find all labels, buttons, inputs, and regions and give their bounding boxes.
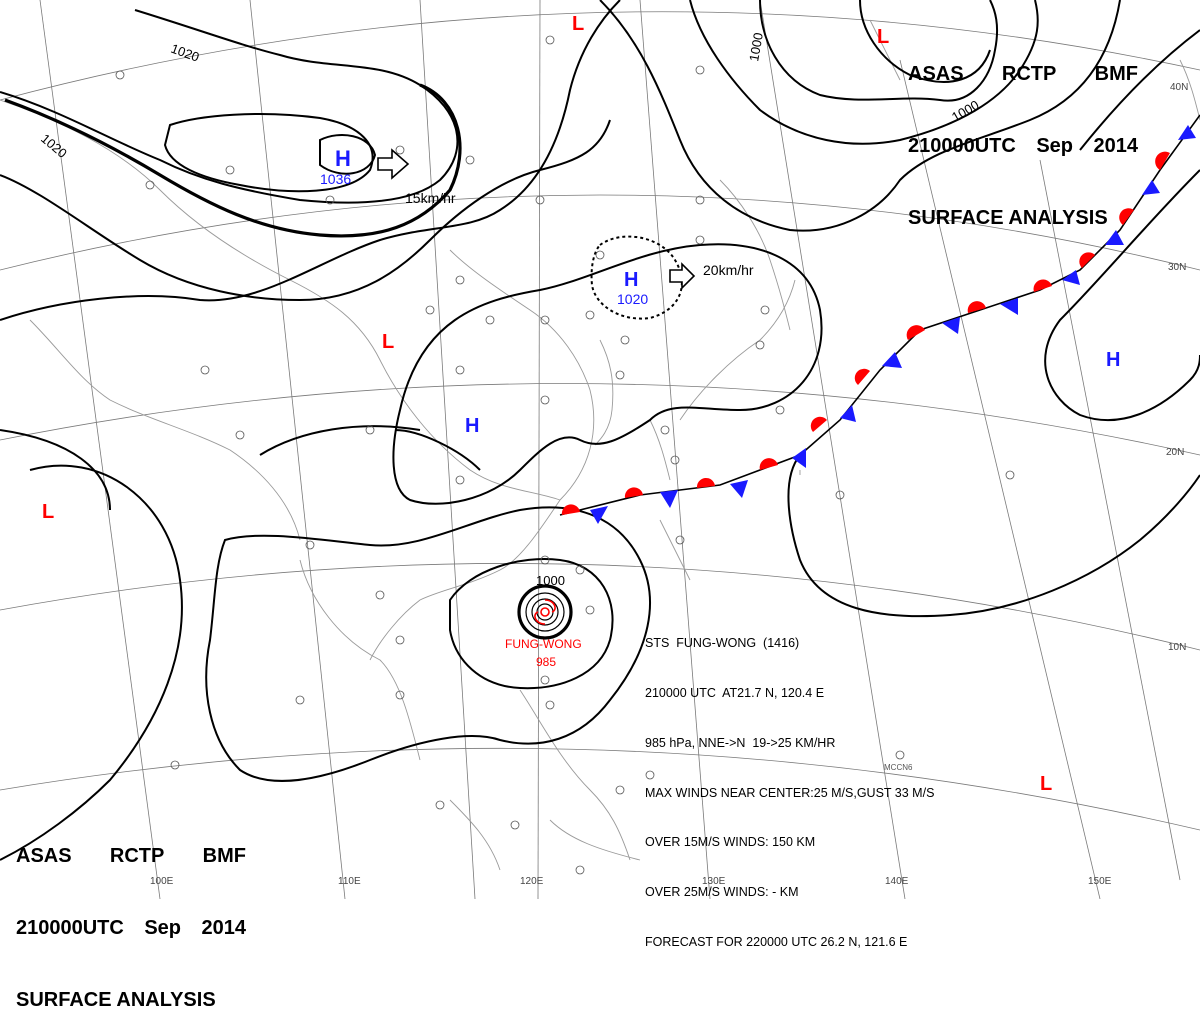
lon-label-150e: 150E (1088, 876, 1112, 887)
lon-label-140e: 140E (885, 876, 909, 887)
header-time-line: 210000UTC Sep 2014 (908, 134, 1138, 158)
typhoon-symbol (534, 599, 556, 625)
high-motion-1036: 15km/hr (405, 190, 456, 206)
cold-front-segments (590, 125, 1196, 524)
station-code-label: MCCN6 (884, 763, 913, 772)
pressure-centers: H 1036 15km/hr H 1020 20km/hr H H L L L … (42, 13, 1120, 795)
lat-label-30n: 30N (1168, 262, 1186, 273)
high-motion-1020: 20km/hr (703, 262, 754, 278)
header-time-0: 210000UTC (908, 135, 1016, 157)
storm-info-line-4: MAX WINDS NEAR CENTER:25 M/S,GUST 33 M/S (645, 785, 935, 800)
storm-info-line-3: 985 hPa, NNE->N 19->25 KM/HR (645, 735, 836, 750)
low-center-southeast: L (1040, 773, 1052, 795)
coastlines (0, 19, 1200, 871)
high-center-south-china: H (465, 415, 479, 437)
high-center-1020: H (624, 269, 638, 291)
header-bottom-left: ASAS RCTP BMF 210000UTC Sep 2014 SURFACE… (16, 796, 246, 1036)
header-agency-2: BMF (1094, 63, 1138, 85)
lat-label-40n: 40N (1170, 82, 1188, 93)
header-title-bottom: SURFACE ANALYSIS (16, 989, 216, 1011)
lon-label-100e: 100E (150, 876, 174, 887)
isobar-label-1000-storm: 1000 (536, 573, 565, 588)
header-agency-1: RCTP (1001, 63, 1057, 85)
storm-name-label: FUNG-WONG (505, 637, 582, 651)
header-agency-1-bottom: RCTP (109, 845, 165, 867)
motion-arrows (377, 148, 696, 290)
warm-front-segments (561, 151, 1170, 515)
longitude-labels: 100E 110E 120E 130E 140E 150E (150, 876, 1112, 887)
header-time-2: 2014 (1093, 135, 1139, 157)
storm-pressure-label: 985 (536, 655, 556, 669)
low-center-china: L (382, 331, 394, 353)
lat-label-10n: 10N (1168, 642, 1186, 653)
motion-arrow-h1020 (669, 262, 696, 290)
high-center-1036: H (335, 146, 351, 171)
header-time-1-bottom: Sep (144, 917, 182, 939)
lat-label-20n: 20N (1166, 447, 1184, 458)
storm-info-line-5: OVER 15M/S WINDS: 150 KM (645, 835, 816, 850)
low-center-northeast: L (877, 26, 889, 48)
header-agency-0: ASAS (908, 63, 964, 85)
high-value-1020: 1020 (617, 291, 648, 307)
motion-arrow-h1036 (377, 148, 410, 180)
header-title: SURFACE ANALYSIS (908, 207, 1108, 229)
latitude-labels: 40N 30N 20N 10N (1166, 82, 1188, 653)
station-plots (115, 35, 1015, 875)
header-time-line-bottom: 210000UTC Sep 2014 (16, 916, 246, 940)
header-time-2-bottom: 2014 (201, 917, 247, 939)
header-agency-line: ASAS RCTP BMF (908, 62, 1138, 86)
low-center-north: L (572, 13, 584, 35)
header-agency-line-bottom: ASAS RCTP BMF (16, 844, 246, 868)
storm-info-line-6: OVER 25M/S WINDS: - KM (645, 885, 799, 900)
stationary-front (559, 114, 1200, 524)
high-value-1036: 1036 (320, 171, 351, 187)
lon-label-120e: 120E (520, 876, 544, 887)
header-time-1: Sep (1036, 135, 1074, 157)
isobars (0, 0, 1200, 861)
header-agency-0-bottom: ASAS (16, 845, 72, 867)
storm-info-line-1: STS FUNG-WONG (1416) (645, 636, 800, 651)
storm-info-line-2: 210000 UTC AT21.7 N, 120.4 E (645, 685, 825, 700)
header-top-right: ASAS RCTP BMF 210000UTC Sep 2014 SURFACE… (908, 14, 1138, 254)
lon-label-130e: 130E (702, 876, 726, 887)
isobar-label-1000-ne: 1000 (746, 31, 766, 62)
header-time-0-bottom: 210000UTC (16, 917, 124, 939)
storm-info-block: STS FUNG-WONG (1416) 210000 UTC AT21.7 N… (645, 602, 934, 967)
lon-label-110e: 110E (338, 876, 361, 887)
header-agency-2-bottom: BMF (202, 845, 246, 867)
storm-info-line-7: FORECAST FOR 220000 UTC 26.2 N, 121.6 E (645, 934, 908, 949)
surface-analysis-map: H 1036 15km/hr H 1020 20km/hr H H L L L … (0, 0, 1200, 899)
low-center-west: L (42, 501, 54, 523)
high-center-pacific: H (1106, 349, 1120, 371)
